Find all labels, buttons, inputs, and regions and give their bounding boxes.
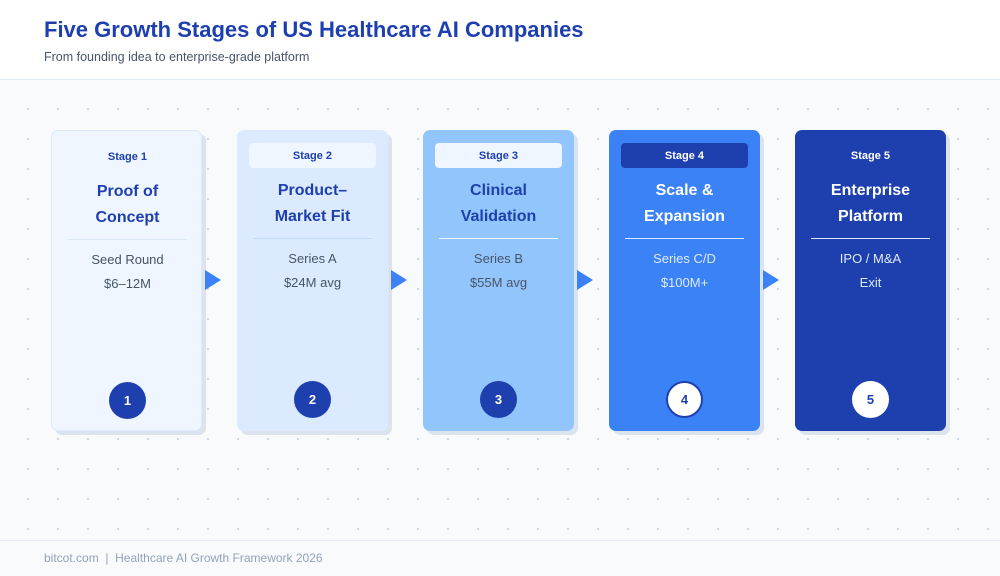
stage-title-line: Platform	[838, 208, 903, 225]
stage-title-line: Market Fit	[274, 208, 351, 225]
round-amount: $6–12M	[104, 276, 151, 291]
page-subtitle: From founding idea to enterprise-grade p…	[44, 50, 310, 64]
funding-round: Seed Round $6–12M	[52, 248, 203, 296]
stage-label: Stage 3	[435, 143, 562, 168]
stage-label: Stage 1	[64, 144, 191, 169]
divider	[625, 238, 744, 239]
page-title: Five Growth Stages of US Healthcare AI C…	[44, 17, 584, 42]
divider	[68, 239, 187, 240]
stage-title-line: Enterprise	[830, 182, 911, 199]
stage-card-1: Stage 1 Proof of Concept Seed Round $6–1…	[51, 130, 202, 431]
arrow-right-icon	[577, 270, 593, 290]
round-amount: $100M+	[660, 275, 709, 290]
divider	[811, 238, 930, 239]
stage-label: Stage 5	[807, 143, 934, 168]
divider	[439, 238, 558, 239]
stage-card-2: Stage 2 Product– Market Fit Series A $24…	[237, 130, 388, 431]
stage-title: Product– Market Fit	[237, 178, 388, 230]
stage-title-line: Clinical	[470, 182, 527, 199]
stage-number-badge: 3	[480, 381, 517, 418]
funding-round: IPO / M&A Exit	[795, 247, 946, 295]
round-name: Series C/D	[653, 251, 716, 266]
stage-title-line: Proof of	[96, 183, 159, 200]
round-amount: $24M avg	[283, 275, 342, 290]
stage-number-badge: 2	[294, 381, 331, 418]
stage-title: Scale & Expansion	[609, 178, 760, 230]
stage-label: Stage 2	[249, 143, 376, 168]
stage-number-badge: 1	[109, 382, 146, 419]
header: Five Growth Stages of US Healthcare AI C…	[0, 0, 1000, 80]
stage-title-line: Product–	[277, 182, 348, 199]
round-name: Series A	[288, 251, 337, 266]
stage-title-line: Scale &	[655, 182, 714, 199]
stage-number-badge: 4	[666, 381, 703, 418]
arrow-right-icon	[391, 270, 407, 290]
round-amount: $55M avg	[469, 275, 528, 290]
stage-card-4: Stage 4 Scale & Expansion Series C/D $10…	[609, 130, 760, 431]
footer-text: bitcot.com | Healthcare AI Growth Framew…	[44, 551, 323, 565]
stage-title: Clinical Validation	[423, 178, 574, 230]
round-name: Series B	[473, 251, 524, 266]
round-name: Seed Round	[91, 252, 164, 267]
stage-title: Proof of Concept	[52, 179, 203, 231]
stage-number-badge: 5	[852, 381, 889, 418]
stage-label: Stage 4	[621, 143, 748, 168]
stage-title-line: Concept	[95, 209, 160, 226]
round-name: IPO / M&A	[839, 251, 902, 266]
footer: bitcot.com | Healthcare AI Growth Framew…	[0, 540, 1000, 576]
round-amount: Exit	[859, 275, 882, 290]
arrow-right-icon	[205, 270, 221, 290]
funding-round: Series B $55M avg	[423, 247, 574, 295]
funding-round: Series A $24M avg	[237, 247, 388, 295]
stage-title-line: Expansion	[644, 208, 725, 225]
stage-title: Enterprise Platform	[795, 178, 946, 230]
funding-round: Series C/D $100M+	[609, 247, 760, 295]
stage-card-3: Stage 3 Clinical Validation Series B $55…	[423, 130, 574, 431]
stage-card-5: Stage 5 Enterprise Platform IPO / M&A Ex…	[795, 130, 946, 431]
arrow-right-icon	[763, 270, 779, 290]
stage-title-line: Validation	[460, 208, 537, 225]
divider	[253, 238, 372, 239]
